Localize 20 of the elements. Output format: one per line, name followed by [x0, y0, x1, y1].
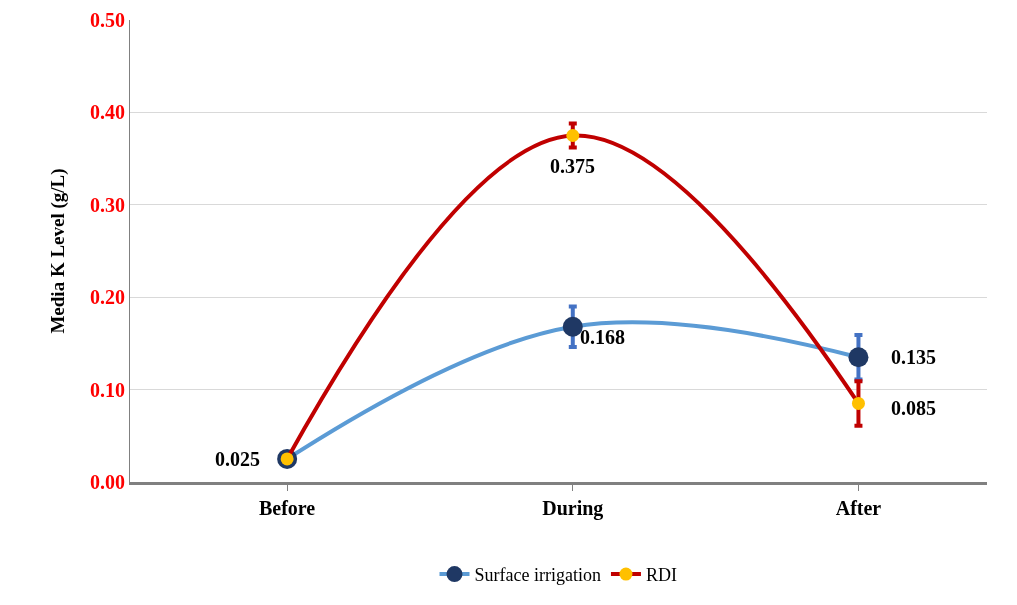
y-tick-label: 0.00	[90, 471, 125, 493]
x-tick-label: After	[835, 497, 882, 519]
point	[566, 129, 580, 142]
legend-label: Surface irrigation	[474, 565, 601, 586]
y-tick-label: 0.30	[90, 193, 125, 216]
data-label: 0.375	[550, 155, 595, 177]
point	[851, 396, 865, 410]
data-label: 0.025	[215, 448, 260, 470]
y-axis-title: Media K Level (g/L)	[46, 168, 69, 334]
y-tick-label: 0.20	[90, 286, 125, 309]
x-tick-label: Before	[258, 497, 316, 519]
legend-label: RDI	[645, 565, 677, 586]
data-label: 0.168	[580, 326, 625, 348]
y-tick-label: 0.10	[90, 378, 125, 401]
point	[848, 347, 869, 368]
data-label: 0.135	[891, 346, 936, 368]
y-tick-label: 0.40	[90, 101, 125, 124]
y-tick-label: 0.50	[90, 9, 125, 31]
x-tick-label: During	[542, 497, 604, 520]
data-label: 0.085	[891, 397, 936, 419]
